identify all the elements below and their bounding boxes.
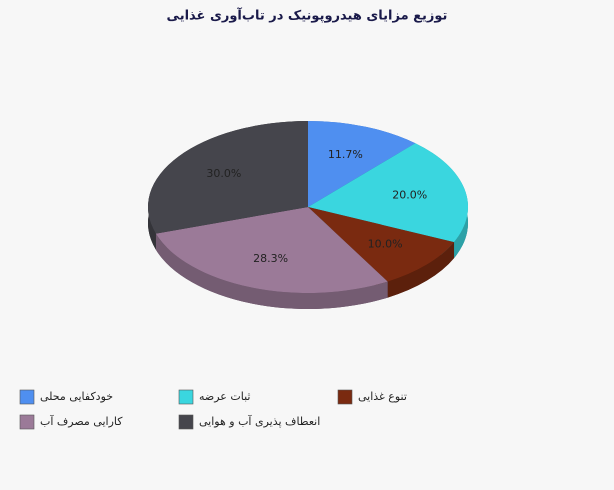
- slice-side: [155, 233, 388, 309]
- slice-side: [387, 242, 455, 298]
- value-label: 30.0%: [206, 167, 241, 180]
- legend-label: تنوع غذایی: [358, 390, 407, 403]
- legend-label: ثبات عرضه: [199, 390, 250, 403]
- value-label: 10.0%: [368, 237, 403, 250]
- slice: [308, 143, 468, 243]
- value-label: 20.0%: [392, 188, 427, 201]
- slice: [308, 207, 455, 282]
- legend-label: انعطاف پذیری آب و هوایی: [199, 414, 320, 428]
- legend-label: خودکفایی محلی: [40, 390, 113, 403]
- legend-swatch: [19, 389, 35, 405]
- value-label: 11.7%: [328, 148, 363, 161]
- chart-title: توزیع مزایای هیدروپونیک در تاب‌آوری غذای…: [167, 7, 448, 24]
- legend-swatch: [337, 389, 353, 405]
- legend-swatch: [19, 414, 35, 430]
- legend-swatch: [178, 414, 194, 430]
- slice: [308, 121, 416, 207]
- legend-swatch: [178, 389, 194, 405]
- value-label: 28.3%: [253, 252, 288, 265]
- legend: خودکفایی محلی ثبات عرضه تنوع غذایی کارایی م…: [19, 389, 407, 430]
- slice: [155, 207, 388, 293]
- legend-label: کارایی مصرف آب: [40, 414, 123, 428]
- pie: 11.7% 20.0% 10.0% 28.3% 30.0%: [147, 121, 468, 309]
- slice: [147, 121, 308, 234]
